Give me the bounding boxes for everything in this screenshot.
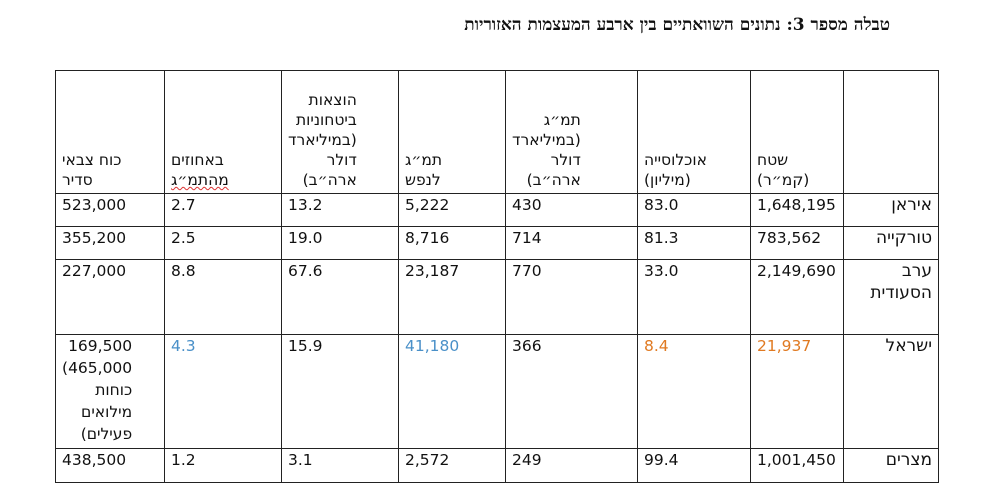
cell-military: 438,500	[55, 448, 165, 483]
header-row: שטח (קמ״ר) אוכלוסייה (מיליון) תמ״ג (במיל…	[55, 70, 939, 194]
header-gdp: תמ״ג (במיליארד דולר ארה״ב)	[505, 70, 638, 194]
cell-percent-of-gdp: 2.5	[164, 226, 282, 260]
cell-defense-spending: 67.6	[281, 259, 399, 335]
cell-population: 8.4	[637, 334, 751, 449]
cell-percent-of-gdp: 8.8	[164, 259, 282, 335]
cell-gdp: 770	[505, 259, 638, 335]
header-area: שטח (קמ״ר)	[750, 70, 844, 194]
cell-defense-spending: 19.0	[281, 226, 399, 260]
cell-country: איראן	[843, 193, 939, 227]
header-percent-line1: באחוזים	[171, 151, 224, 169]
header-defense-spending: הוצאות ביטחוניות (במיליארד דולר ארה״ב)	[281, 70, 399, 194]
cell-defense-spending: 13.2	[281, 193, 399, 227]
cell-defense-spending: 3.1	[281, 448, 399, 483]
cell-country: טורקייה	[843, 226, 939, 260]
cell-percent-of-gdp: 2.7	[164, 193, 282, 227]
comparison-table: שטח (קמ״ר) אוכלוסייה (מיליון) תמ״ג (במיל…	[55, 70, 939, 483]
cell-area: 1,001,450	[750, 448, 844, 483]
cell-gdp-per-capita: 5,222	[398, 193, 506, 227]
table-caption: טבלה מספר 3: נתונים השוואתיים בין ארבע ה…	[464, 15, 890, 35]
cell-gdp-per-capita: 8,716	[398, 226, 506, 260]
cell-gdp: 714	[505, 226, 638, 260]
table-row: טורקייה 783,562 81.3 714 8,716 19.0 2.5 …	[55, 226, 939, 260]
cell-population: 99.4	[637, 448, 751, 483]
cell-military: 169,500 465,000) כוחות מילואים פעילים)	[55, 334, 165, 449]
cell-country: מצרים	[843, 448, 939, 483]
cell-military: 355,200	[55, 226, 165, 260]
cell-gdp-per-capita: 2,572	[398, 448, 506, 483]
cell-country: ערב הסעודית	[843, 259, 939, 335]
header-gdp-per-capita: תמ״ג לנפש	[398, 70, 506, 194]
cell-population: 81.3	[637, 226, 751, 260]
header-population: אוכלוסייה (מיליון)	[637, 70, 751, 194]
cell-country: ישראל	[843, 334, 939, 449]
cell-gdp: 430	[505, 193, 638, 227]
table-row: ערב הסעודית 2,149,690 33.0 770 23,187 67…	[55, 259, 939, 335]
header-military: כוח צבאי סדיר	[55, 70, 165, 194]
cell-population: 83.0	[637, 193, 751, 227]
header-country	[843, 70, 939, 194]
cell-area: 2,149,690	[750, 259, 844, 335]
table-row: מצרים 1,001,450 99.4 249 2,572 3.1 1.2 4…	[55, 448, 939, 483]
cell-percent-of-gdp: 4.3	[164, 334, 282, 449]
cell-percent-of-gdp: 1.2	[164, 448, 282, 483]
header-percent-line2: מהתמ״ג	[171, 171, 229, 189]
cell-area: 783,562	[750, 226, 844, 260]
cell-gdp-per-capita: 41,180	[398, 334, 506, 449]
cell-military: 227,000	[55, 259, 165, 335]
header-percent-of-gdp: באחוזים מהתמ״ג	[164, 70, 282, 194]
cell-gdp: 366	[505, 334, 638, 449]
table-row: ישראל 21,937 8.4 366 41,180 15.9 4.3 169…	[55, 334, 939, 449]
cell-area: 1,648,195	[750, 193, 844, 227]
cell-gdp-per-capita: 23,187	[398, 259, 506, 335]
table-row: איראן 1,648,195 83.0 430 5,222 13.2 2.7 …	[55, 193, 939, 227]
cell-military: 523,000	[55, 193, 165, 227]
cell-area: 21,937	[750, 334, 844, 449]
cell-population: 33.0	[637, 259, 751, 335]
cell-defense-spending: 15.9	[281, 334, 399, 449]
cell-gdp: 249	[505, 448, 638, 483]
